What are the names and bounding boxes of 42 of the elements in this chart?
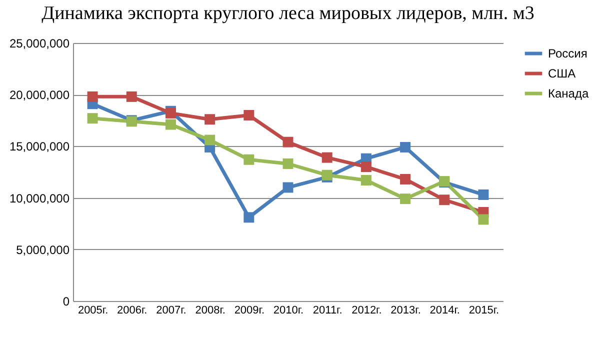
chart-title: Динамика экспорта круглого леса мировых лидеров, млн. м3 xyxy=(42,3,534,24)
y-tick-label: 10,000,000 xyxy=(9,191,70,206)
point xyxy=(400,194,411,204)
point xyxy=(244,110,254,120)
point xyxy=(87,91,98,102)
point xyxy=(400,142,411,152)
x-tick-label: 2008г. xyxy=(195,304,226,316)
legend-label: США xyxy=(548,66,576,80)
x-tick-label: 2009г. xyxy=(234,304,265,316)
legend-label: Россия xyxy=(548,46,588,60)
point xyxy=(244,212,254,223)
x-tick-label: 2015г. xyxy=(468,304,500,316)
point xyxy=(126,91,137,102)
point xyxy=(204,114,216,125)
x-tick-label: 2005г. xyxy=(78,304,108,316)
y-tick-label: 20,000,000 xyxy=(9,88,70,102)
point xyxy=(360,162,372,172)
x-tick-label: 2012г. xyxy=(352,304,382,316)
x-tick-label: 2007г. xyxy=(156,304,186,316)
x-tick-label: 2006г. xyxy=(117,304,148,316)
point xyxy=(204,134,216,146)
point xyxy=(282,136,294,148)
point xyxy=(400,174,411,184)
y-tick-label: 0 xyxy=(62,294,70,308)
point xyxy=(322,152,332,163)
point xyxy=(282,158,294,169)
point xyxy=(439,194,450,206)
x-tick-label: 2014г. xyxy=(430,304,460,316)
point xyxy=(478,189,489,200)
legend-label: Канада xyxy=(548,86,589,100)
point xyxy=(282,182,294,193)
point xyxy=(244,154,254,165)
x-tick-label: 2013г. xyxy=(390,304,421,316)
point xyxy=(360,175,372,186)
point xyxy=(165,119,176,130)
y-tick-label: 5,000,000 xyxy=(16,242,70,257)
y-tick-label: 15,000,000 xyxy=(9,140,70,154)
x-tick-label: 2010г. xyxy=(273,304,304,316)
y-tick-label: 25,000,000 xyxy=(9,36,70,50)
x-tick-label: 2011г. xyxy=(312,304,342,316)
point xyxy=(87,113,98,124)
point xyxy=(478,214,489,225)
